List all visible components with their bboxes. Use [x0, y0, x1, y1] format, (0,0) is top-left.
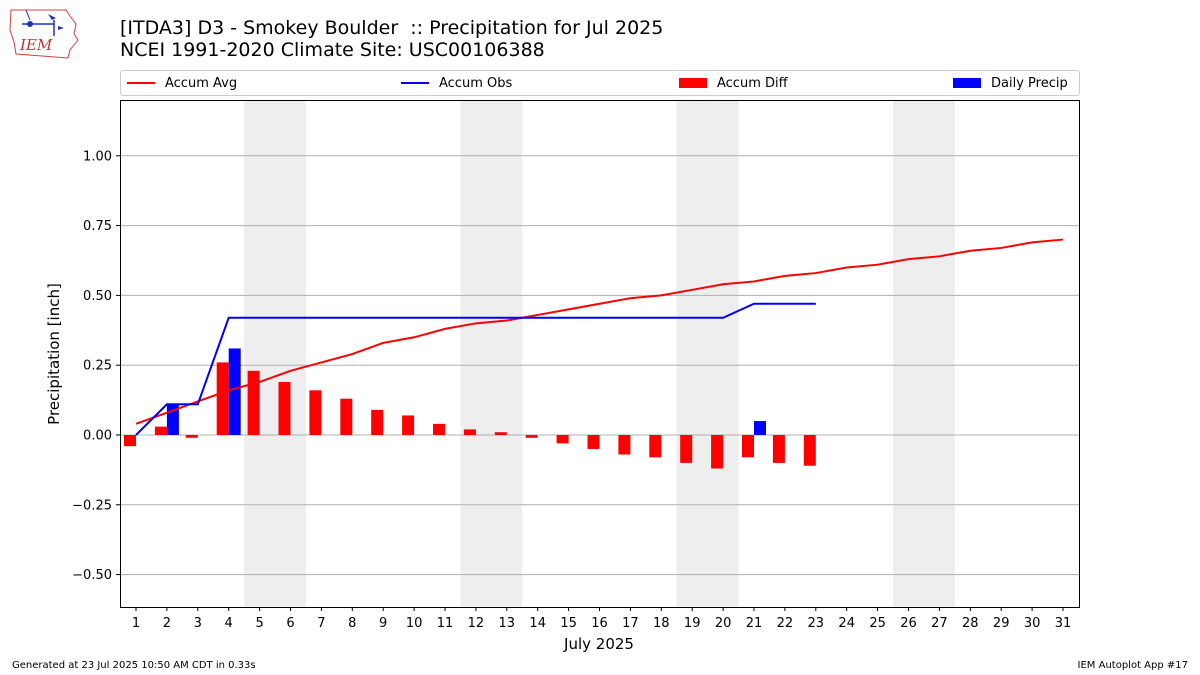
y-tick-label: 1.00 [83, 149, 112, 164]
x-tick-label: 12 [468, 616, 485, 631]
accum-avg-line [135, 238, 1064, 425]
y-tick-label: 0.75 [83, 219, 112, 234]
accum-diff-bar [309, 390, 322, 435]
weekend-band [460, 100, 523, 607]
x-tick-label: 2 [163, 616, 171, 631]
x-tick-label: 6 [286, 616, 294, 631]
x-tick-label: 7 [317, 616, 325, 631]
y-tick-label: −0.50 [72, 568, 112, 583]
y-tick-label: 0.50 [83, 289, 112, 304]
x-tick-label: 21 [746, 616, 763, 631]
accum-diff-bar [742, 435, 754, 458]
logo-text: IEM [19, 36, 53, 54]
x-tick-label: 23 [808, 616, 825, 631]
accum-obs-line [135, 302, 816, 436]
legend-label-accum-avg: Accum Avg [165, 75, 238, 91]
accum-diff-bar [216, 362, 229, 435]
x-tick-label: 27 [931, 616, 948, 631]
legend-item-accum-avg: Accum Avg [127, 71, 237, 95]
accum-diff-bar [803, 435, 816, 466]
x-tick-label: 24 [838, 616, 855, 631]
x-axis-label: July 2025 [563, 635, 634, 653]
y-tick-label: 0.00 [83, 429, 112, 444]
accum-diff-bar [124, 435, 136, 447]
x-tick-label: 13 [499, 616, 516, 631]
x-tick-label: 19 [684, 616, 701, 631]
legend-label-accum-diff: Accum Diff [717, 75, 788, 91]
x-tick-label: 26 [900, 616, 917, 631]
accum-diff-bar [154, 426, 167, 435]
x-tick-label: 16 [591, 616, 608, 631]
x-tick-label: 30 [1024, 616, 1041, 631]
legend-label-daily-precip: Daily Precip [991, 75, 1068, 91]
accum-diff-bar [371, 409, 384, 435]
x-tick-label: 22 [777, 616, 794, 631]
x-tick-label: 8 [348, 616, 356, 631]
daily-precip-bar [228, 348, 241, 435]
accum-diff-bar [525, 435, 538, 438]
x-tick-label: 10 [406, 616, 423, 631]
accum-diff-bar [278, 381, 291, 435]
footer-app-text: IEM Autoplot App #17 [1077, 660, 1188, 671]
legend-item-accum-obs: Accum Obs [401, 71, 512, 95]
x-tick-label: 1 [132, 616, 140, 631]
legend: Accum Avg Accum Obs Accum Diff Daily Pre… [120, 70, 1080, 96]
accum-diff-bar [340, 398, 353, 435]
accum-diff-bar [772, 435, 785, 463]
x-tick-label: 11 [437, 616, 454, 631]
legend-swatch-daily-precip [953, 78, 981, 88]
x-tick-label: 15 [560, 616, 577, 631]
y-axis-label: Precipitation [inch] [45, 283, 63, 425]
x-tick-label: 5 [255, 616, 263, 631]
y-tick-label: −0.25 [72, 498, 112, 513]
legend-item-accum-diff: Accum Diff [679, 71, 788, 95]
accum-diff-bar [680, 435, 693, 463]
accum-diff-bar [556, 435, 569, 444]
x-tick-label: 31 [1055, 616, 1072, 631]
weekend-band [893, 100, 955, 607]
accum-diff-bar [649, 435, 662, 458]
accum-diff-bar [494, 432, 507, 435]
legend-swatch-accum-avg [127, 82, 155, 84]
chart-title: [ITDA3] D3 - Smokey Boulder :: Precipita… [120, 17, 664, 39]
accum-diff-bar [463, 429, 476, 435]
x-tick-label: 25 [869, 616, 886, 631]
legend-swatch-accum-obs [401, 82, 429, 84]
chart-subtitle: NCEI 1991-2020 Climate Site: USC00106388 [120, 39, 545, 61]
x-tick-label: 14 [529, 616, 546, 631]
accum-diff-bar [711, 435, 724, 469]
weekend-band [244, 100, 306, 607]
legend-label-accum-obs: Accum Obs [439, 75, 513, 91]
daily-precip-bar [754, 421, 766, 435]
x-tick-label: 20 [715, 616, 732, 631]
y-tick-label: 0.25 [83, 359, 112, 374]
legend-swatch-accum-diff [679, 78, 707, 88]
accum-diff-bar [402, 415, 415, 435]
x-tick-label: 9 [379, 616, 387, 631]
x-tick-label: 18 [653, 616, 670, 631]
accum-diff-bar [587, 435, 600, 449]
footer-generated-text: Generated at 23 Jul 2025 10:50 AM CDT in… [12, 660, 256, 671]
x-tick-label: 29 [993, 616, 1010, 631]
accum-diff-bar [618, 435, 631, 455]
weekend-band [676, 100, 739, 607]
x-tick-label: 28 [962, 616, 979, 631]
accum-diff-bar [185, 435, 198, 438]
accum-diff-bar [247, 370, 260, 435]
x-tick-label: 3 [194, 616, 202, 631]
x-tick-label: 17 [622, 616, 639, 631]
iem-logo: IEM [9, 9, 79, 59]
iowa-state-map-logo-icon [9, 9, 79, 59]
legend-item-daily-precip: Daily Precip [953, 71, 1068, 95]
accum-diff-bar [433, 423, 445, 435]
x-tick-label: 4 [225, 616, 233, 631]
